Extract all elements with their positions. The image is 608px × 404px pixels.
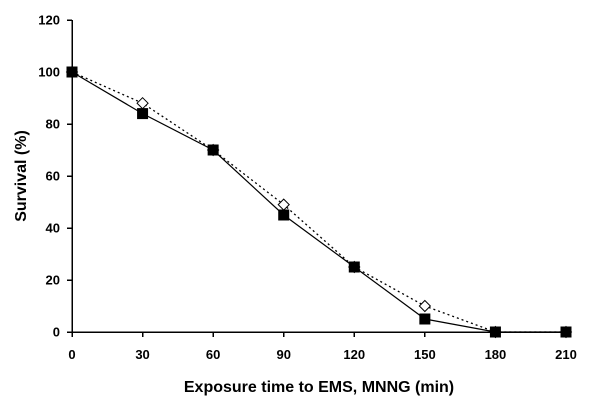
- series-1-line: [71, 71, 566, 333]
- series-1-point: [137, 108, 149, 120]
- y-tick-label: 40: [46, 221, 60, 236]
- x-tick-label: 60: [206, 347, 220, 362]
- series-1-point: [489, 326, 501, 338]
- x-tick-label: 90: [276, 347, 290, 362]
- y-tick-label: 80: [46, 117, 60, 132]
- x-tick-label: 0: [68, 347, 75, 362]
- y-axis-title: Survival (%): [13, 130, 30, 222]
- y-ticks: 0 20 40 60 80 100 120: [38, 13, 72, 340]
- series-1-point: [207, 144, 219, 156]
- series-2-line: [71, 71, 566, 333]
- series-1-point: [560, 326, 572, 338]
- y-tick-label: 60: [46, 169, 60, 184]
- series-2-point: [136, 96, 149, 110]
- y-tick-label: 100: [38, 65, 60, 80]
- series-1-point: [419, 313, 431, 325]
- axes: [71, 20, 566, 333]
- x-tick-label: 180: [485, 347, 507, 362]
- y-tick-label: 0: [53, 325, 60, 340]
- series-1-point: [66, 66, 78, 78]
- x-ticks: 0 30 60 90 120 150 180 210: [68, 332, 577, 362]
- series-1: [66, 66, 572, 338]
- x-tick-label: 30: [135, 347, 149, 362]
- y-tick-label: 20: [46, 273, 60, 288]
- series-layer: [65, 65, 573, 339]
- series-1-point: [348, 261, 360, 273]
- y-tick-label: 120: [38, 13, 60, 28]
- series-2-point: [418, 299, 432, 313]
- x-axis-title: Exposure time to EMS, MNNG (min): [184, 379, 454, 396]
- x-tick-label: 150: [414, 347, 436, 362]
- series-1-point: [278, 209, 290, 221]
- x-tick-label: 210: [555, 347, 577, 362]
- x-tick-label: 120: [343, 347, 365, 362]
- series-2: [65, 65, 573, 339]
